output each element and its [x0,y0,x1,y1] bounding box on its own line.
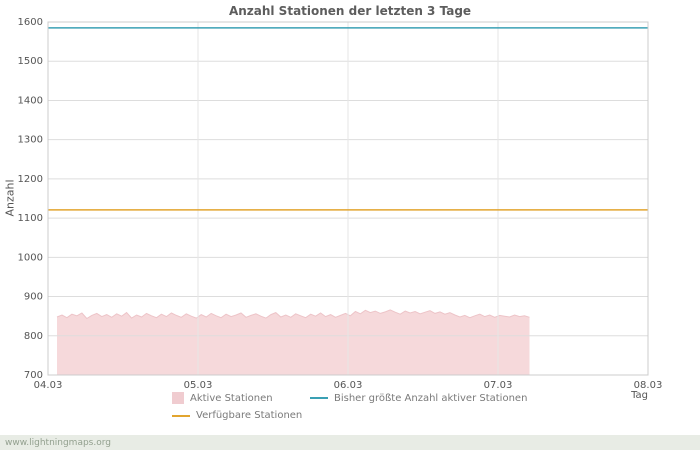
svg-text:05.03: 05.03 [184,380,213,391]
svg-text:1300: 1300 [18,135,43,146]
legend: Aktive Stationen Bisher größte Anzahl ak… [172,392,527,421]
svg-text:700: 700 [24,370,43,381]
y-axis-label: Anzahl [3,179,17,217]
legend-label-verfuegbare-stationen: Verfügbare Stationen [196,410,303,421]
svg-text:1100: 1100 [18,213,43,224]
x-axis-label: Tag [631,390,648,401]
svg-text:1400: 1400 [18,95,43,106]
svg-text:08.03: 08.03 [634,380,663,391]
legend-item-verfuegbare-stationen: Verfügbare Stationen [172,410,310,421]
line-swatch-icon [172,414,190,417]
svg-text:1600: 1600 [18,17,43,28]
chart-title: Anzahl Stationen der letzten 3 Tage [228,4,472,18]
svg-text:900: 900 [24,292,43,303]
svg-text:07.03: 07.03 [484,380,513,391]
svg-text:1500: 1500 [18,56,43,67]
line-swatch-icon [310,397,328,399]
svg-text:1000: 1000 [18,252,43,263]
svg-text:04.03: 04.03 [34,380,63,391]
svg-text:800: 800 [24,331,43,342]
footer-bar: www.lightningmaps.org [0,435,700,450]
watermark-link[interactable]: www.lightningmaps.org [5,437,111,448]
svg-text:06.03: 06.03 [334,380,363,391]
area-swatch-icon [172,392,184,404]
legend-label-aktive-stationen: Aktive Stationen [190,392,273,404]
svg-text:1200: 1200 [18,174,43,185]
legend-label-groesste-anzahl: Bisher größte Anzahl aktiver Stationen [334,392,528,404]
legend-item-aktive-stationen: Aktive Stationen [172,392,310,404]
legend-item-groesste-anzahl: Bisher größte Anzahl aktiver Stationen [310,393,527,404]
